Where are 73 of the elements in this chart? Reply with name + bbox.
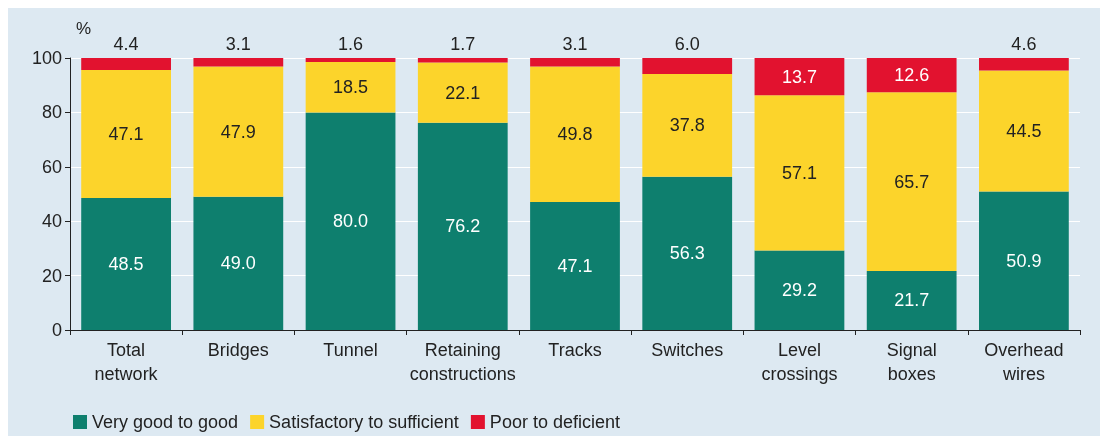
y-axis-title: % [76, 19, 92, 38]
bar [530, 201, 620, 330]
data-label: 29.2 [781, 280, 817, 301]
data-label: 4.4 [113, 34, 139, 54]
bar [642, 58, 733, 75]
bar [979, 70, 1069, 192]
bar [754, 58, 845, 96]
data-label: 18.5 [333, 77, 369, 98]
data-label: 80.0 [333, 211, 369, 232]
data-label: 49.8 [557, 124, 593, 145]
x-tick-label: Overhead wires [984, 340, 1064, 384]
bar [81, 198, 171, 330]
y-tick-label: 60 [41, 156, 62, 177]
data-label: 47.9 [220, 121, 256, 142]
bar [193, 196, 284, 330]
legend-label: Very good to good [92, 412, 239, 432]
y-tick-label: 0 [51, 320, 62, 340]
data-label: 1.6 [338, 34, 364, 54]
x-tick-label: Bridges [207, 340, 269, 360]
legend-label: Poor to deficient [489, 412, 620, 432]
bar [81, 58, 171, 70]
data-label: 56.3 [669, 243, 705, 264]
x-tick-label: Total network [94, 340, 159, 384]
bar [193, 66, 284, 197]
data-label: 12.6 [894, 65, 930, 86]
legend-label: Satisfactory to sufficient [269, 412, 459, 432]
data-label: 21.7 [894, 290, 930, 311]
bar [81, 69, 171, 199]
data-label: 65.7 [894, 171, 930, 192]
bar [866, 58, 957, 93]
data-label: 49.0 [220, 253, 256, 274]
bar [530, 58, 620, 67]
data-label: 4.6 [1011, 34, 1037, 54]
x-tick-label: Signal boxes [886, 340, 937, 384]
bar [979, 191, 1069, 330]
x-tick-label: Switches [651, 340, 724, 360]
bar [417, 58, 508, 63]
bar [530, 66, 620, 202]
bar [305, 112, 396, 330]
bar [305, 62, 396, 113]
y-tick-label: 20 [41, 265, 62, 286]
data-label: 3.1 [562, 34, 588, 54]
x-tick-label: Tracks [548, 340, 602, 360]
x-tick-label: Tunnel [323, 340, 378, 360]
data-label: 1.7 [450, 34, 476, 54]
data-label: 37.8 [669, 115, 705, 136]
data-label: 48.5 [108, 254, 144, 275]
data-label: 22.1 [445, 82, 481, 103]
bar [866, 92, 957, 271]
bar [866, 270, 957, 330]
data-label: 76.2 [445, 216, 481, 237]
bar [417, 62, 508, 123]
bar [417, 122, 508, 330]
data-label: 13.7 [781, 66, 817, 87]
data-label: 44.5 [1006, 121, 1042, 142]
bar [754, 250, 845, 330]
data-label: 50.9 [1006, 250, 1042, 271]
data-label: 3.1 [225, 34, 251, 54]
data-label: 47.1 [108, 124, 144, 145]
data-label: 6.0 [674, 34, 700, 54]
x-tick-label: Retaining constructions [409, 340, 516, 384]
x-tick-label: Level crossings [761, 340, 838, 384]
y-tick-label: 40 [41, 211, 62, 232]
data-label: 47.1 [557, 255, 593, 276]
y-tick-label: 100 [31, 48, 62, 68]
bar [305, 58, 396, 63]
bar [642, 176, 733, 330]
y-tick-label: 80 [41, 102, 62, 123]
data-label: 57.1 [781, 162, 817, 183]
bar [979, 58, 1069, 71]
bar [642, 74, 733, 177]
bar [193, 58, 284, 67]
bar [754, 95, 845, 251]
